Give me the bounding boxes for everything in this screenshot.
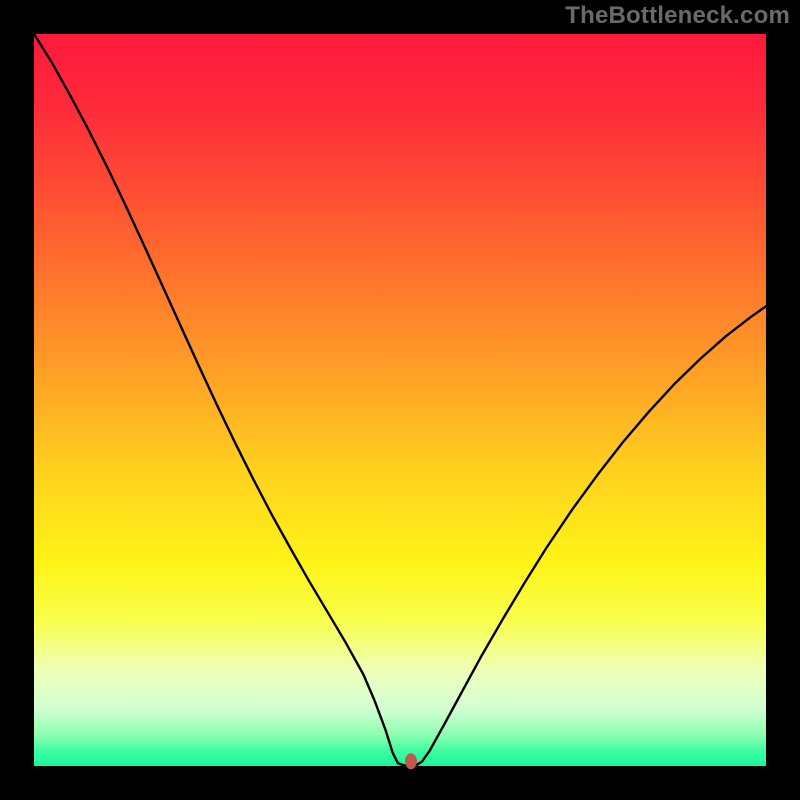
bottleneck-chart [0,0,800,800]
watermark-text: TheBottleneck.com [565,2,790,30]
plot-background [34,34,766,766]
chart-frame: TheBottleneck.com [0,0,800,800]
optimal-point-marker [405,753,417,769]
